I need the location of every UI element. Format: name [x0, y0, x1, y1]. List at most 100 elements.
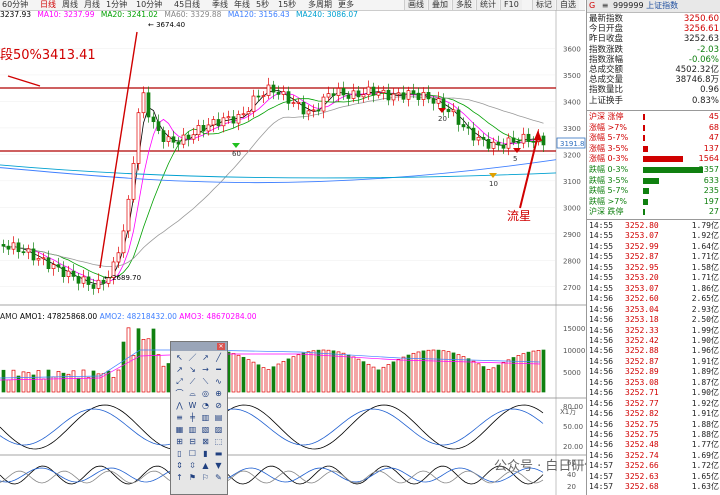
tab-period-8[interactable]: 年线	[234, 0, 250, 9]
volume-unit: X1万	[560, 408, 576, 416]
draw-tool-icon[interactable]: W	[188, 401, 197, 410]
tick-row: 14:57 3252.68 1.63亿	[589, 482, 719, 492]
tab-period-10[interactable]: 15秒	[278, 0, 297, 9]
toolbar-button-1[interactable]: 叠加	[428, 0, 451, 10]
volume-bar	[381, 366, 386, 393]
tab-period-12[interactable]: 更多	[338, 0, 354, 9]
quote-value: 3256.61	[683, 24, 719, 35]
drawing-toolbox[interactable]: ✕ ↖ ／ ↗ ╱ ↗ ↘ → ━ ⤢ ⟋ ⟍ ∿ ⌒ ⌓ ◎ ⊕ ⋀ W ◔ ⊘ ≡ ╪ ▥ ▤ ▦ ▥ ▧ ▨ ⊞ ⊟ ⊠ ⬚ ▯ ☐ ▮ ▬ ⇕ ⇳…	[170, 341, 228, 495]
draw-tool-icon[interactable]: ↗	[202, 353, 209, 362]
quote-row: 今日开盘 3256.61	[589, 24, 719, 34]
candle	[81, 276, 86, 284]
collapse-icon[interactable]: ≡	[601, 1, 609, 10]
volume-bar	[111, 376, 116, 393]
toolbar-button-6[interactable]: 自选	[556, 0, 579, 10]
draw-tool-icon[interactable]: ◔	[202, 401, 209, 410]
breadth-bar	[643, 167, 703, 173]
draw-tool-icon[interactable]: ⟍	[202, 377, 209, 386]
draw-tool-icon[interactable]: ⊕	[215, 389, 222, 398]
tick-time: 14:56	[589, 419, 614, 429]
draw-tool-icon[interactable]: ▧	[201, 425, 210, 434]
draw-tool-icon[interactable]: ⊞	[176, 437, 183, 446]
draw-tool-icon[interactable]: ▲	[202, 461, 209, 470]
tick-price: 3252.82	[625, 409, 659, 419]
toolbar-button-2[interactable]: 多股	[452, 0, 475, 10]
draw-tool-icon[interactable]: ↘	[189, 365, 196, 374]
draw-tool-icon[interactable]: ⚑	[188, 473, 197, 482]
tab-period-9[interactable]: 5秒	[256, 0, 270, 9]
draw-tool-icon[interactable]: ╪	[190, 413, 195, 422]
draw-tool-icon[interactable]: ∿	[215, 377, 222, 386]
draw-tool-icon[interactable]: ⇕	[176, 461, 183, 470]
tab-period-3[interactable]: 月线	[84, 0, 100, 9]
draw-tool-icon[interactable]: ↗	[176, 365, 183, 374]
tab-period-1[interactable]: 日线	[40, 0, 56, 9]
price-tick-label: 3000	[563, 204, 581, 212]
volume-bar	[246, 359, 251, 393]
tab-period-2[interactable]: 周线	[62, 0, 78, 9]
tick-volume: 1.88亿	[691, 419, 719, 429]
tab-period-11[interactable]: 多周期	[308, 0, 332, 9]
draw-tool-icon[interactable]: ⌒	[175, 389, 184, 398]
draw-tool-icon[interactable]: ↖	[176, 353, 183, 362]
draw-tool-icon[interactable]: ⋀	[176, 401, 183, 410]
quote-row: 指数量比 0.96	[589, 85, 719, 95]
candle	[336, 88, 341, 96]
candle	[341, 88, 346, 96]
draw-tool-icon[interactable]: ⊘	[215, 401, 222, 410]
tick-time: 14:55	[589, 241, 614, 251]
draw-tool-icon[interactable]: ≡	[176, 413, 183, 422]
draw-tool-icon[interactable]: ╱	[216, 353, 221, 362]
toolbar-button-5[interactable]: 标记	[532, 0, 555, 10]
draw-tool-icon[interactable]: ▬	[214, 449, 223, 458]
draw-tool-icon[interactable]: ⤢	[176, 377, 183, 386]
tick-row: 14:56 3252.75 1.88亿	[589, 430, 719, 440]
tab-period-0[interactable]: 60分钟	[2, 0, 29, 9]
tab-period-5[interactable]: 10分钟	[136, 0, 163, 9]
close-icon[interactable]: ✕	[217, 343, 225, 350]
price-chart[interactable]: 3600 3500 3400 3300 3200 3100 3000 2900 2800 2700…	[0, 0, 586, 495]
toolbar-button-0[interactable]: 画线	[404, 0, 427, 10]
tick-price: 3253.04	[625, 304, 659, 314]
tick-time: 14:56	[589, 294, 614, 304]
draw-tool-icon[interactable]: ◎	[202, 389, 209, 398]
draw-tool-icon[interactable]: ⌓	[189, 389, 196, 398]
tab-period-6[interactable]: 45日线	[174, 0, 201, 9]
draw-tool-icon[interactable]: ▥	[201, 413, 210, 422]
candle	[246, 111, 251, 115]
toolbar-button-4[interactable]: F10	[500, 0, 522, 10]
candle	[11, 242, 16, 250]
volume-bar	[66, 373, 71, 393]
draw-tool-icon[interactable]: ━	[216, 365, 221, 374]
draw-tool-icon[interactable]: ⚐	[201, 473, 210, 482]
tab-period-7[interactable]: 季线	[212, 0, 228, 9]
draw-tool-icon[interactable]: ↑	[176, 473, 183, 482]
draw-tool-icon[interactable]: ▦	[175, 425, 184, 434]
draw-tool-icon[interactable]: ⟋	[189, 377, 196, 386]
ma10-line	[3, 92, 544, 284]
draw-tool-icon[interactable]: ／	[188, 353, 197, 362]
draw-tool-icon[interactable]: ▨	[214, 425, 223, 434]
draw-tool-icon[interactable]: ▤	[214, 413, 223, 422]
toolbar-button-3[interactable]: 统计	[476, 0, 499, 10]
quote-row: 上证换手 0.83%	[589, 96, 719, 106]
draw-tool-icon[interactable]: ✎	[215, 473, 222, 482]
tick-volume: 1.79亿	[691, 221, 719, 230]
draw-tool-icon[interactable]: ⬚	[214, 437, 223, 446]
draw-tool-icon[interactable]: ▮	[203, 449, 208, 458]
draw-tool-icon[interactable]: ▥	[188, 425, 197, 434]
tick-row: 14:56 3252.74 1.69亿	[589, 451, 719, 461]
draw-tool-icon[interactable]: ⊟	[189, 437, 196, 446]
draw-tool-icon[interactable]: ☐	[188, 449, 197, 458]
marker-60-icon	[232, 143, 240, 148]
draw-tool-icon[interactable]: →	[202, 365, 209, 374]
tab-period-4[interactable]: 1分钟	[106, 0, 128, 9]
volume-bar	[271, 366, 276, 393]
draw-tool-icon[interactable]: ▯	[177, 449, 182, 458]
ma10-value: MA10: 3237.99	[37, 10, 95, 19]
draw-tool-icon[interactable]: ⊠	[202, 437, 209, 446]
tick-price: 3252.48	[625, 440, 659, 450]
draw-tool-icon[interactable]: ⇳	[189, 461, 196, 470]
draw-tool-icon[interactable]: ▼	[215, 461, 222, 470]
toolbox-titlebar[interactable]: ✕	[171, 342, 227, 351]
